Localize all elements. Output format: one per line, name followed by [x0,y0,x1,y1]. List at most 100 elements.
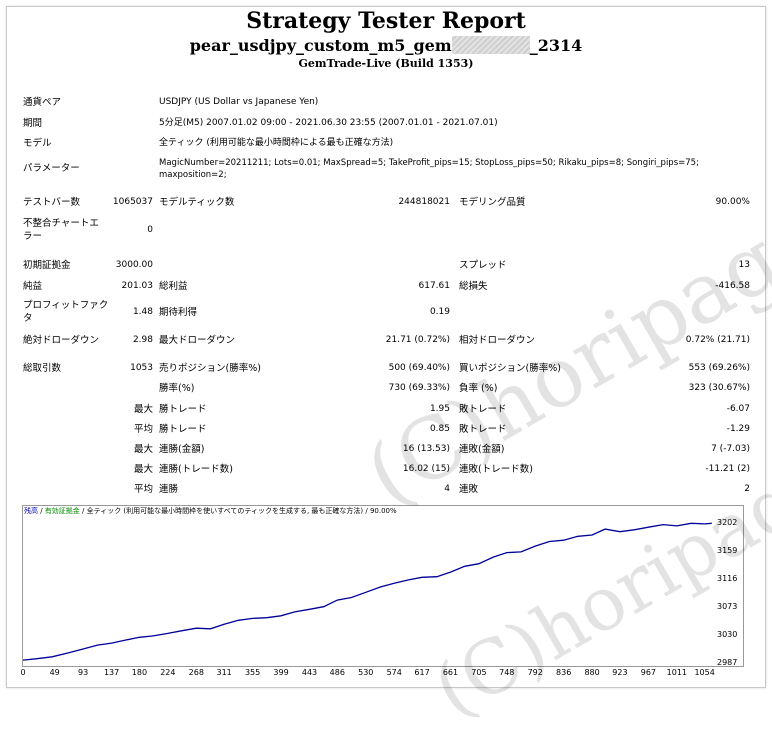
short-value: 500 (69.40%) [388,363,450,373]
redacted-block [451,36,530,54]
max-word-1: 最大 [133,404,153,415]
deposit-label: 初期証拠金 [23,260,71,271]
report-title: Strategy Tester Report [246,8,526,34]
max-consec-loss-value: 7 (-7.03) [711,444,750,454]
x-tick-label: 792 [527,668,543,677]
x-tick-label: 0 [20,668,26,677]
symbol-label: 通貨ペア [23,97,62,108]
balance-chart [22,505,744,667]
legend-sep: / [79,507,87,515]
trades-value: 1053 [130,363,153,373]
mismatch-label-1: 不整合チャートエ [23,218,99,229]
quality-value: 90.00% [715,197,750,207]
deposit-value: 3000.00 [115,260,153,270]
x-tick-label: 748 [499,668,515,677]
period-value: 5分足(M5) 2007.01.02 09:00 - 2021.06.30 23… [159,118,498,128]
y-tick-label: 2987 [717,658,738,667]
net-label: 純益 [23,281,43,292]
model-label: モデル [23,138,52,149]
symbol-value: USDJPY (US Dollar vs Japanese Yen) [159,97,319,107]
balance-line [22,522,712,661]
max-consec-loss-label: 連敗(金額) [459,444,505,455]
x-tick-label: 486 [329,668,345,677]
params-label: パラメーター [23,163,80,174]
ticks-label: モデルティック数 [159,197,235,208]
max-consec-lossamt-value: -11.21 (2) [705,464,750,474]
mismatch-value: 0 [147,225,153,235]
legend-sep: / [38,507,45,515]
lossrate-value: 323 (30.67%) [688,383,750,393]
x-tick-label: 355 [244,668,261,677]
x-tick-label: 399 [273,668,289,677]
x-tick-label: 880 [584,668,600,677]
x-tick-label: 1054 [694,668,715,677]
bars-label: テストバー数 [23,197,81,208]
params-line-1: MagicNumber=20211211; Lots=0.01; MaxSpre… [159,158,699,168]
avg-word-2: 平均 [133,484,153,495]
y-tick-label: 3202 [717,517,738,527]
abs-dd-label: 絶対ドローダウン [23,335,100,346]
legend-equity: 有効証拠金 [44,507,80,515]
y-tick-label: 3116 [717,573,738,583]
max-word-2: 最大 [133,444,153,455]
x-tick-label: 836 [556,668,572,677]
mismatch-label-2: ラー [23,231,43,242]
x-tick-label: 311 [216,668,232,677]
max-consec-lossamt-label: 連敗(トレード数) [459,464,533,475]
winrate-label: 勝率(%) [159,383,195,394]
x-tick-label: 617 [414,668,430,677]
ticks-value: 244818021 [398,197,450,207]
x-tick-label: 49 [49,668,60,677]
gross-profit-value: 617.61 [418,281,451,291]
max-consec-win-label: 連勝(金額) [159,444,205,455]
gross-loss-value: -416.58 [715,281,750,291]
avg-consec-loss-label: 連敗 [459,484,479,495]
expected-label: 期待利得 [159,307,198,318]
long-label: 買いポジション(勝率%) [459,363,561,374]
balance-chart-svg [22,522,712,661]
pf-label-1: プロフィットファク [23,300,109,311]
expected-value: 0.19 [429,307,450,317]
gross-loss-label: 総損失 [459,281,488,292]
avg-word-1: 平均 [133,424,153,435]
y-tick-label: 3073 [717,601,738,611]
long-value: 553 (69.26%) [688,363,750,373]
avg-loss-label: 敗トレード [459,424,507,435]
params-line-2: maxposition=2; [159,170,227,180]
x-tick-label: 661 [442,668,459,677]
spread-value: 13 [738,260,750,270]
avg-consec-win-value: 4 [444,484,450,494]
build-info: GemTrade-Live (Build 1353) [298,57,474,70]
report-subtitle: pear_usdjpy_custom_m5_gem _2314 [0,36,772,55]
gross-profit-label: 総利益 [159,281,188,292]
bars-value: 1065037 [112,197,153,207]
avg-win-label: 勝トレード [159,424,207,435]
x-tick-label: 705 [471,668,487,677]
x-tick-label: 93 [78,668,89,677]
trades-label: 総取引数 [23,363,62,374]
chart-legend: 残高 / 有効証拠金 / 全ティック (利用可能な最小時間枠を使いすべてのティッ… [24,507,397,516]
spread-label: スプレッド [459,260,507,271]
subtitle-prefix: pear_usdjpy_custom_m5_gem [189,36,452,55]
pf-value: 1.48 [132,307,153,317]
winrate-value: 730 (69.33%) [388,383,450,393]
abs-dd-value: 2.98 [132,335,153,345]
net-value: 201.03 [121,281,154,291]
x-tick-label: 137 [103,668,120,677]
avg-consec-win-label: 連勝 [159,484,179,495]
max-consec-profit-label: 連勝(トレード数) [159,464,233,475]
rel-dd-value: 0.72% (21.71) [685,335,750,345]
max-dd-label: 最大ドローダウン [159,335,236,346]
lossrate-label: 負率 (%) [459,383,498,394]
avg-win-value: 0.85 [429,424,450,434]
y-tick-label: 3159 [717,545,738,555]
x-tick-label: 530 [358,668,374,677]
max-dd-value: 21.71 (0.72%) [385,335,450,345]
x-tick-label: 574 [386,668,402,677]
legend-balance: 残高 [24,507,38,515]
avg-loss-value: -1.29 [726,424,750,434]
max-consec-win-value: 16 (13.53) [402,444,450,454]
x-tick-label: 224 [160,668,176,677]
x-tick-label: 443 [301,668,318,677]
x-tick-label: 180 [131,668,148,677]
